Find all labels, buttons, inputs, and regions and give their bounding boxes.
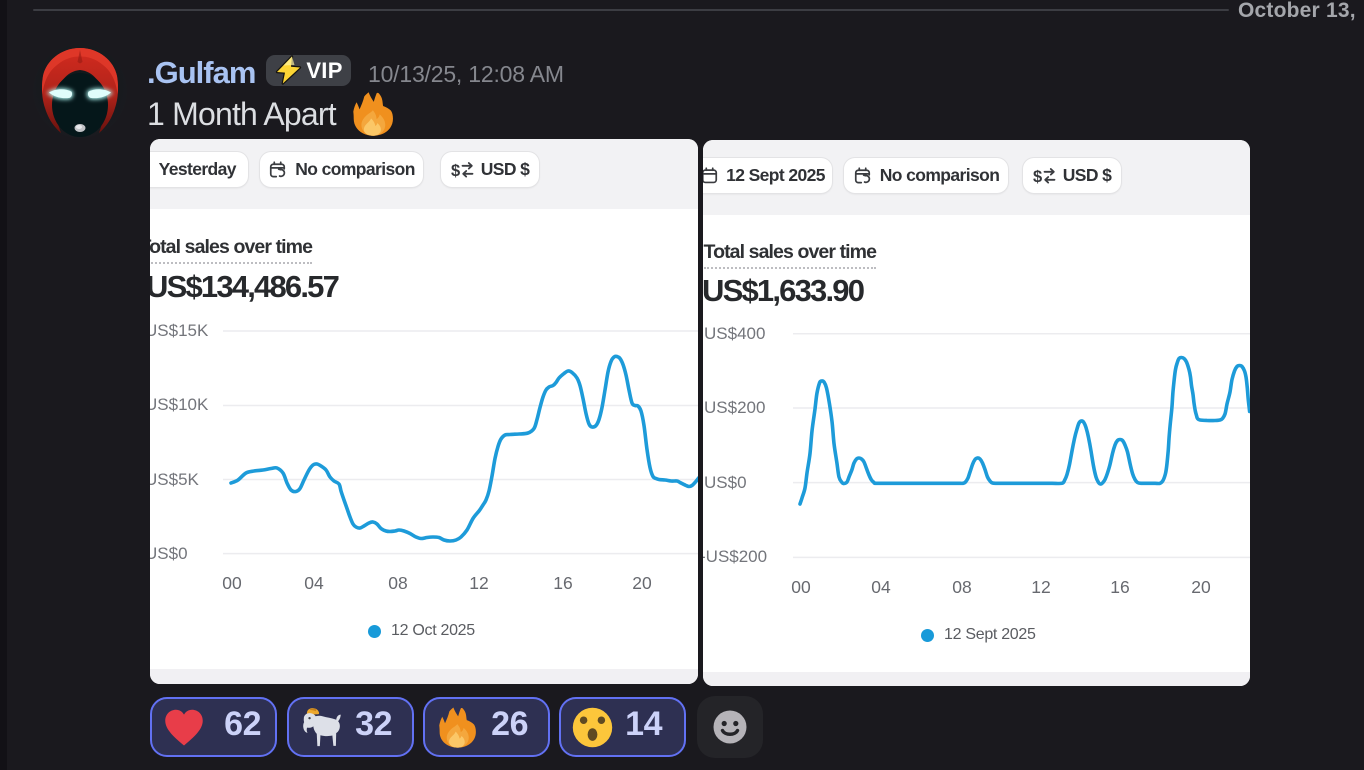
svg-text:$: $ [451,162,460,180]
svg-text:$: $ [1033,168,1042,186]
